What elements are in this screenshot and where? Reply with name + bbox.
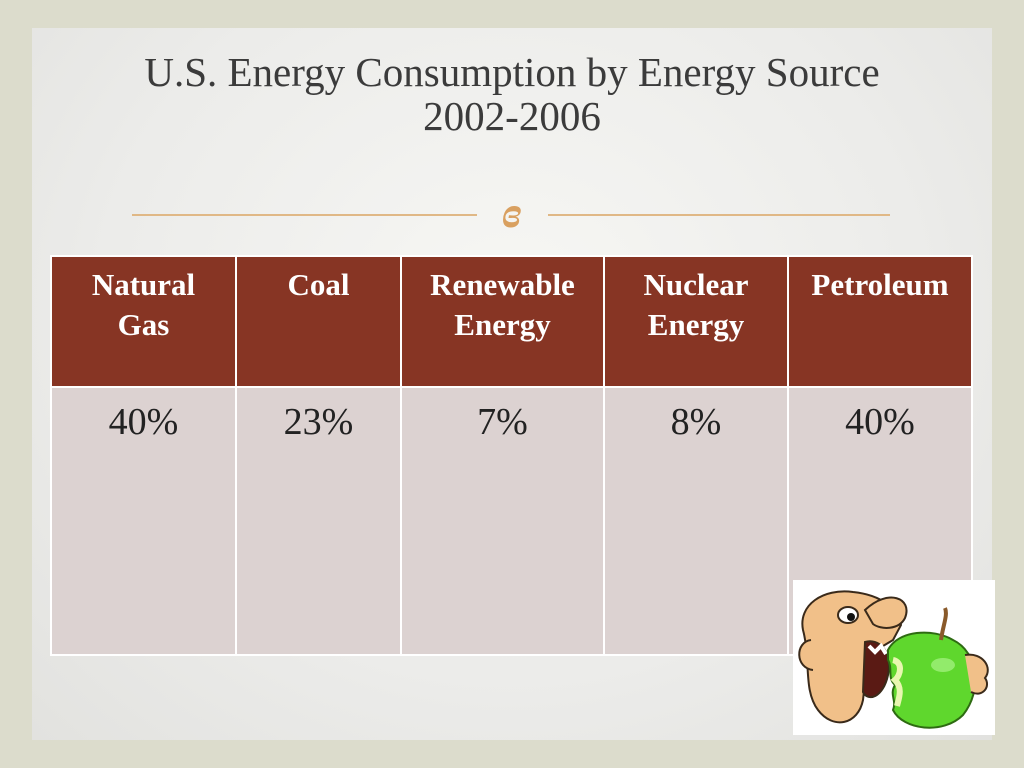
- header-natural-gas: Natural Gas: [50, 255, 237, 388]
- cartoon-apple-image: [793, 580, 995, 735]
- header-label-line: Gas: [117, 307, 170, 342]
- header-label-line: Energy: [647, 307, 745, 342]
- energy-table: Natural Gas Coal Renewable Energy Nuclea…: [50, 255, 973, 656]
- title-line-2: 2002-2006: [423, 93, 601, 139]
- header-label-line: Petroleum: [811, 267, 949, 302]
- divider-line-right: [548, 214, 890, 216]
- header-nuclear-energy: Nuclear Energy: [603, 255, 789, 388]
- value-nuclear-energy: 8%: [603, 386, 789, 656]
- value-coal: 23%: [235, 386, 402, 656]
- header-petroleum: Petroleum: [787, 255, 973, 388]
- apple-bite-icon: [798, 590, 989, 729]
- header-label-line: Nuclear: [643, 267, 749, 302]
- ornament-icon: ɞ: [501, 188, 523, 237]
- header-label-line: Natural: [91, 267, 196, 302]
- header-label-line: Coal: [287, 267, 350, 302]
- divider-line-left: [132, 214, 477, 216]
- header-coal: Coal: [235, 255, 402, 388]
- table-row: 40% 23% 7% 8% 40%: [50, 386, 973, 656]
- title-line-1: U.S. Energy Consumption by Energy Source: [144, 49, 880, 95]
- header-label-line: Energy: [454, 307, 551, 342]
- header-renewable-energy: Renewable Energy: [400, 255, 605, 388]
- slide-title: U.S. Energy Consumption by Energy Source…: [0, 50, 1024, 138]
- value-natural-gas: 40%: [50, 386, 237, 656]
- header-label-line: Renewable: [430, 267, 575, 302]
- table-header-row: Natural Gas Coal Renewable Energy Nuclea…: [50, 255, 973, 388]
- value-renewable-energy: 7%: [400, 386, 605, 656]
